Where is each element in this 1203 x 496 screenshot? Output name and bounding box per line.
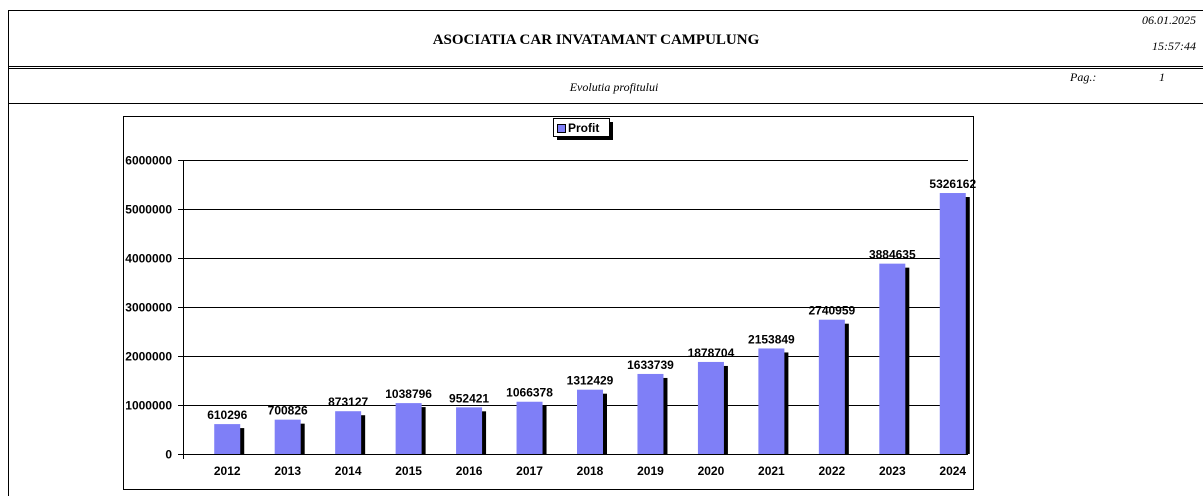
bar — [697, 361, 724, 454]
header-box — [8, 10, 1203, 67]
data-label: 1066378 — [506, 386, 553, 400]
legend-swatch — [557, 124, 566, 133]
y-tick-label: 0 — [165, 448, 172, 462]
x-tick-label: 2012 — [214, 464, 241, 478]
data-label: 2153849 — [748, 332, 795, 346]
x-tick-label: 2023 — [879, 464, 906, 478]
bar — [274, 419, 301, 454]
data-label: 2740959 — [808, 304, 855, 318]
x-tick-label: 2020 — [698, 464, 725, 478]
page-label: Pag.: — [1069, 70, 1096, 84]
y-tick-label: 1000000 — [125, 399, 172, 413]
bar — [637, 373, 664, 454]
x-tick-label: 2017 — [516, 464, 543, 478]
data-label: 1633739 — [627, 358, 674, 372]
legend-label: Profit — [568, 121, 599, 135]
x-tick-label: 2018 — [577, 464, 604, 478]
data-label: 610296 — [207, 408, 247, 422]
bar — [516, 401, 543, 454]
bar — [758, 348, 785, 454]
x-tick-label: 2022 — [818, 464, 845, 478]
bar — [879, 263, 906, 454]
page-number: 1 — [1159, 70, 1165, 84]
bar — [335, 411, 362, 454]
bar — [456, 407, 483, 454]
data-label: 1038796 — [385, 387, 432, 401]
x-tick-label: 2016 — [456, 464, 483, 478]
data-label: 1878704 — [688, 346, 735, 360]
bar — [214, 424, 241, 454]
report-subtitle: Evolutia profitului — [569, 80, 659, 94]
x-tick-label: 2019 — [637, 464, 664, 478]
data-label: 5326162 — [929, 177, 976, 191]
legend-box — [553, 118, 610, 137]
report-title: ASOCIATIA CAR INVATAMANT CAMPULUNG — [433, 32, 760, 48]
x-tick-label: 2021 — [758, 464, 785, 478]
bar — [939, 193, 966, 454]
bar — [395, 403, 422, 454]
report-time: 15:57:44 — [1152, 39, 1196, 53]
y-tick-label: 4000000 — [125, 252, 172, 266]
x-tick-label: 2015 — [395, 464, 422, 478]
x-tick-label: 2024 — [939, 464, 966, 478]
y-tick-label: 2000000 — [125, 350, 172, 364]
y-tick-label: 6000000 — [125, 154, 172, 168]
data-label: 3884635 — [869, 248, 916, 262]
x-tick-label: 2013 — [274, 464, 301, 478]
bar — [818, 319, 845, 454]
data-label: 1312429 — [567, 374, 614, 388]
data-label: 952421 — [449, 391, 489, 405]
y-tick-label: 3000000 — [125, 301, 172, 315]
y-tick-label: 5000000 — [125, 203, 172, 217]
report-date: 06.01.2025 — [1142, 13, 1196, 27]
x-tick-label: 2014 — [335, 464, 362, 478]
bar — [577, 389, 603, 454]
data-label: 700826 — [268, 404, 308, 418]
data-label: 873127 — [328, 395, 368, 409]
